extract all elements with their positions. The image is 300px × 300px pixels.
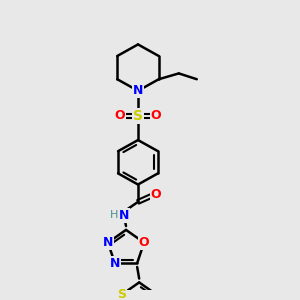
Text: N: N <box>133 84 143 97</box>
Text: H: H <box>110 210 118 220</box>
Text: O: O <box>139 236 149 249</box>
Text: O: O <box>151 188 161 201</box>
Text: N: N <box>103 236 113 249</box>
Text: S: S <box>133 109 143 123</box>
Text: S: S <box>118 288 127 300</box>
Text: O: O <box>151 110 161 122</box>
Text: N: N <box>110 256 120 270</box>
Text: N: N <box>119 209 129 222</box>
Text: O: O <box>115 110 125 122</box>
